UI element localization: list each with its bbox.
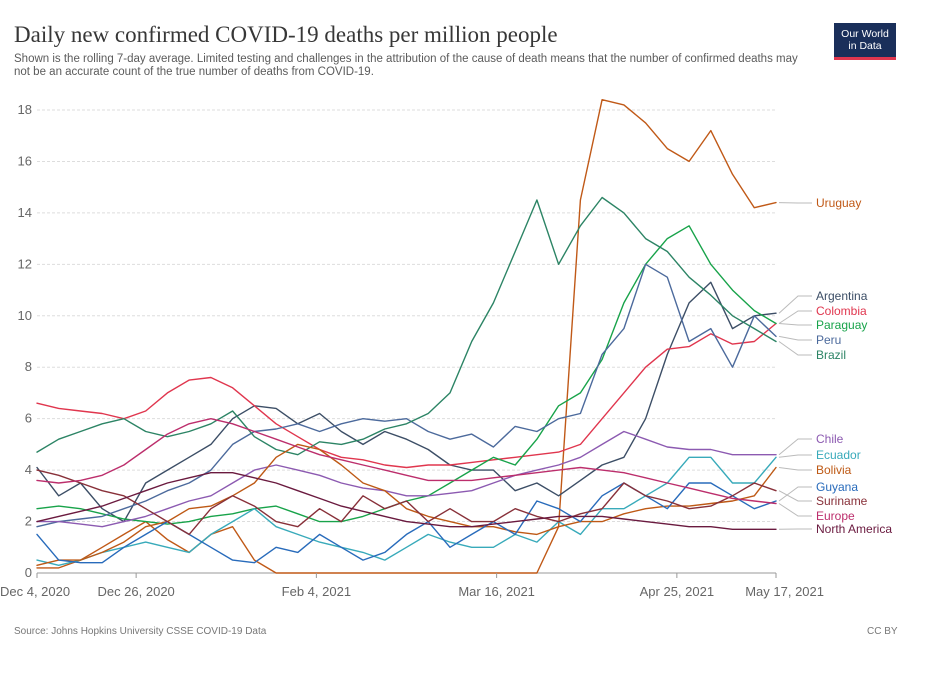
series-line-north-america[interactable] [36, 472, 777, 530]
end-label-north-america[interactable]: North America [816, 522, 892, 536]
y-tick-label: 12 [18, 256, 32, 271]
end-label-paraguay[interactable]: Paraguay [816, 318, 867, 332]
owid-logo[interactable]: Our World in Data [834, 23, 896, 60]
label-connector [778, 335, 812, 341]
y-tick-label: 8 [25, 359, 32, 374]
label-connector [778, 467, 812, 471]
legend-labels: Uruguay ArgentinaColombiaParaguayPeruBraz… [778, 196, 892, 536]
y-tick-label: 14 [18, 205, 32, 220]
y-tick-label: 16 [18, 153, 32, 168]
label-connector [778, 503, 812, 517]
end-label-uruguay[interactable]: Uruguay [816, 196, 861, 210]
x-tick-label: Dec 4, 2020 [0, 584, 70, 599]
series-line-argentina[interactable] [36, 281, 777, 523]
x-tick-label: Mar 16, 2021 [458, 584, 535, 599]
y-tick-label: 4 [25, 462, 32, 477]
label-connector [778, 438, 812, 456]
y-tick-label: 10 [18, 308, 32, 323]
logo-line-1: Our World [841, 28, 889, 40]
chart-subtitle: Shown is the rolling 7-day average. Limi… [14, 53, 798, 78]
series-line-colombia[interactable] [36, 322, 777, 469]
axis-layer: 0 2 4 6 8 10 12 14 16 18 Dec 4, 2020 Dec 26, 2020 Fe… [0, 102, 824, 599]
chart-title: Daily new confirmed COVID-19 deaths per … [14, 22, 558, 47]
y-tick-label: 0 [25, 565, 32, 580]
series-line-europe[interactable] [36, 418, 777, 505]
series-layer [36, 98, 777, 574]
x-tick-label: May 17, 2021 [745, 584, 824, 599]
series-line-guyana[interactable] [36, 482, 777, 564]
label-connector [778, 490, 812, 502]
series-line-suriname[interactable] [36, 469, 777, 536]
series-line-bolivia[interactable] [36, 443, 777, 566]
end-label-bolivia[interactable]: Bolivia [816, 463, 852, 477]
y-tick-label: 18 [18, 102, 32, 117]
label-connector [778, 341, 812, 356]
y-tick-label: 2 [25, 514, 32, 529]
label-connector [778, 454, 812, 458]
x-tick-label: Feb 4, 2021 [282, 584, 351, 599]
end-label-argentina[interactable]: Argentina [816, 289, 868, 303]
end-label-brazil[interactable]: Brazil [816, 348, 846, 362]
end-label-chile[interactable]: Chile [816, 432, 844, 446]
series-line-paraguay[interactable] [36, 225, 777, 525]
end-label-peru[interactable]: Peru [816, 333, 841, 347]
end-label-guyana[interactable]: Guyana [816, 480, 858, 494]
logo-line-2: in Data [848, 40, 882, 52]
series-line-uruguay[interactable] [36, 98, 777, 574]
x-tick-label: Apr 25, 2021 [640, 584, 714, 599]
line-chart: 0 2 4 6 8 10 12 14 16 18 Dec 4, 2020 Dec 26, 2020 Fe… [0, 98, 892, 599]
end-label-ecuador[interactable]: Ecuador [816, 448, 861, 462]
label-connector [778, 486, 812, 502]
label-connector [778, 295, 812, 314]
series-line-peru[interactable] [36, 263, 777, 528]
label-connector [778, 323, 812, 326]
label-connector [778, 310, 812, 324]
license-link[interactable]: CC BY [867, 626, 898, 637]
y-tick-label: 6 [25, 411, 32, 426]
grid-layer [37, 109, 776, 574]
end-label-suriname[interactable]: Suriname [816, 494, 868, 508]
series-line-brazil[interactable] [36, 196, 777, 456]
series-line-ecuador[interactable] [36, 456, 777, 566]
source-note[interactable]: Source: Johns Hopkins University CSSE CO… [14, 626, 267, 637]
end-label-europe[interactable]: Europe [816, 509, 855, 523]
end-label-colombia[interactable]: Colombia [816, 304, 867, 318]
x-tick-label: Dec 26, 2020 [97, 584, 174, 599]
series-line-chile[interactable] [36, 430, 777, 528]
